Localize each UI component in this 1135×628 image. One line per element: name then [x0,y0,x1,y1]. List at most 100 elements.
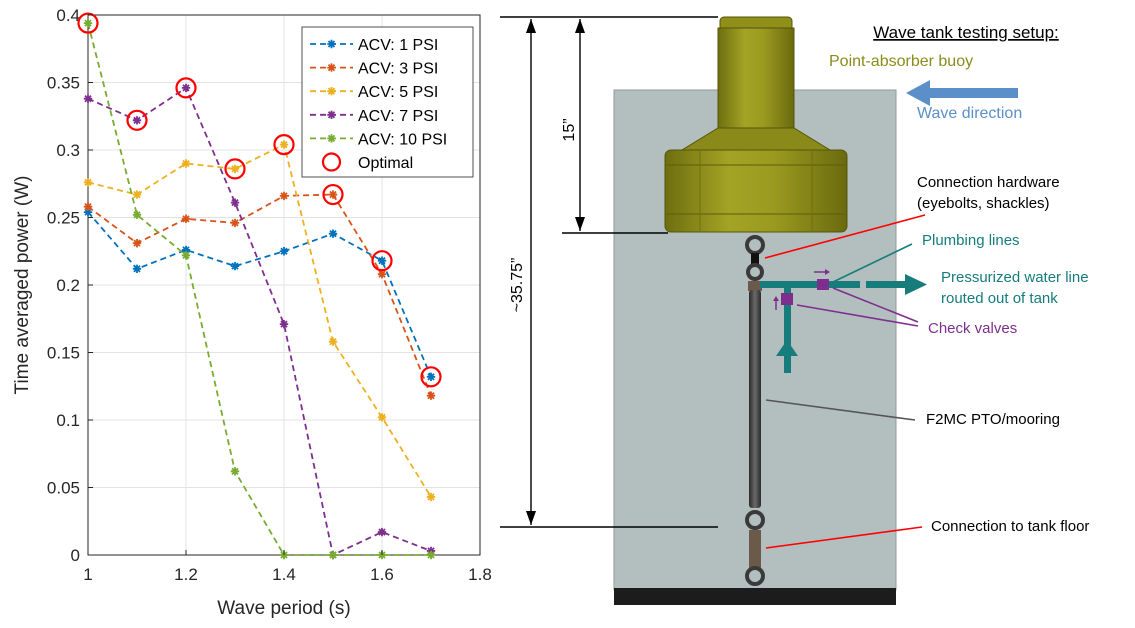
series-line [87,22,431,556]
series-line [87,193,432,397]
optimal-marker [126,109,148,131]
optimal-markers [77,12,442,388]
x-tick-label: 1 [83,565,92,584]
legend-label: ACV: 7 PSI [358,108,438,125]
legend-item: ACV: 5 PSI [310,84,438,101]
legend-label: ACV: 10 PSI [358,131,447,148]
y-tick-label: 0.2 [56,276,80,295]
y-tick-label: 0 [71,546,80,565]
wave-tank-diagram: 15” ~35.75” [500,16,1089,605]
data-point [230,164,240,174]
pto-label: F2MC PTO/mooring [926,411,1060,428]
mooring-assembly [745,235,765,586]
data-point [83,94,93,103]
data-point [377,527,387,537]
data-point [181,159,191,168]
check-valves-icon [773,269,830,310]
data-point [230,261,240,271]
y-tick-label: 0.1 [56,411,80,430]
wave-direction-label: Wave direction [917,105,1022,122]
check-valves-label: Check valves [928,320,1017,337]
callout-lines [764,214,926,549]
data-point [83,18,93,28]
buoy-label: Point-absorber buoy [829,53,973,70]
data-point [328,190,338,199]
x-axis-label: Wave period (s) [217,598,350,619]
y-tick-label: 0.05 [47,479,80,498]
data-point [377,413,387,422]
plumbing-label: Plumbing lines [922,232,1020,249]
optimal-marker [175,77,197,99]
data-point [230,198,240,207]
connection-hardware-label-2: (eyebolts, shackles) [917,195,1050,212]
data-point [426,372,436,381]
data-point [426,550,436,560]
data-point [132,210,142,219]
legend-label: ACV: 1 PSI [358,37,438,54]
data-point [279,140,289,149]
legend-label: Optimal [358,155,413,172]
x-tick-label: 1.6 [370,565,394,584]
diagram-title: Wave tank testing setup: [873,23,1059,42]
power-chart: 1 1.2 1.4 1.6 1.8 0 0.05 0.1 0.15 0.2 0.25 0.3 0.35… [12,6,492,619]
data-point [377,270,387,279]
data-point [377,256,387,265]
x-tick-label: 1.4 [272,565,296,584]
y-axis-label: Time averaged power (W) [12,176,33,395]
x-tick-label: 1.2 [174,565,198,584]
legend-label: ACV: 5 PSI [358,84,438,101]
data-point [132,238,142,248]
buoy-icon [664,16,848,233]
data-point [328,337,338,346]
legend-swatch-marker [327,110,336,119]
legend-item: Optimal [321,152,413,172]
y-tick-label: 0.15 [47,344,80,363]
pressurized-line-label-1: Pressurized water line [941,269,1089,286]
y-ticks: 0 0.05 0.1 0.15 0.2 0.25 0.3 0.35 0.4 [47,6,93,565]
x-ticks: 1 1.2 1.4 1.6 1.8 [83,550,492,584]
series-acv-5-psi [83,140,436,502]
data-point [181,214,191,224]
wave-direction-arrow-icon [906,80,1018,106]
legend-swatch-marker [327,134,336,143]
data-point [328,550,338,560]
data-point [279,191,289,201]
legend-swatch-marker [327,63,336,72]
optimal-marker [273,134,295,156]
legend-box [301,26,474,178]
series-acv-3-psi [83,190,436,400]
series-acv-1-psi [83,207,436,381]
optimal-marker [371,250,393,272]
data-point [132,116,142,125]
data-point [328,229,338,238]
legend-label: ACV: 3 PSI [358,61,438,78]
series-line [87,143,432,498]
legend-item: ACV: 3 PSI [310,61,438,78]
y-tick-label: 0.25 [47,209,80,228]
legend-swatch-circle [321,152,342,172]
dimension-35-75-label: ~35.75” [509,258,526,313]
data-point [132,190,142,199]
plumbing-lines-icon [760,274,927,373]
optimal-marker [77,12,99,34]
data-point [83,202,93,211]
legend: ACV: 1 PSI ACV: 3 PSI ACV: 5 PSI ACV: 7 PSI… [301,26,474,178]
data-point [279,247,289,256]
optimal-marker [420,366,442,388]
data-point [230,467,240,476]
optimal-marker [224,158,246,180]
series-line [87,211,432,378]
tank-floor-label: Connection to tank floor [931,518,1089,535]
y-tick-label: 0.4 [56,6,80,25]
dimension-lines [500,16,718,528]
data-point [181,245,191,255]
data-point [279,319,289,329]
data-point [181,83,191,93]
data-point [83,178,93,187]
y-tick-label: 0.35 [47,74,80,93]
data-point [132,264,142,273]
x-tick-label: 1.8 [468,565,492,584]
tank-floor [614,588,896,605]
y-tick-label: 0.3 [56,141,80,160]
